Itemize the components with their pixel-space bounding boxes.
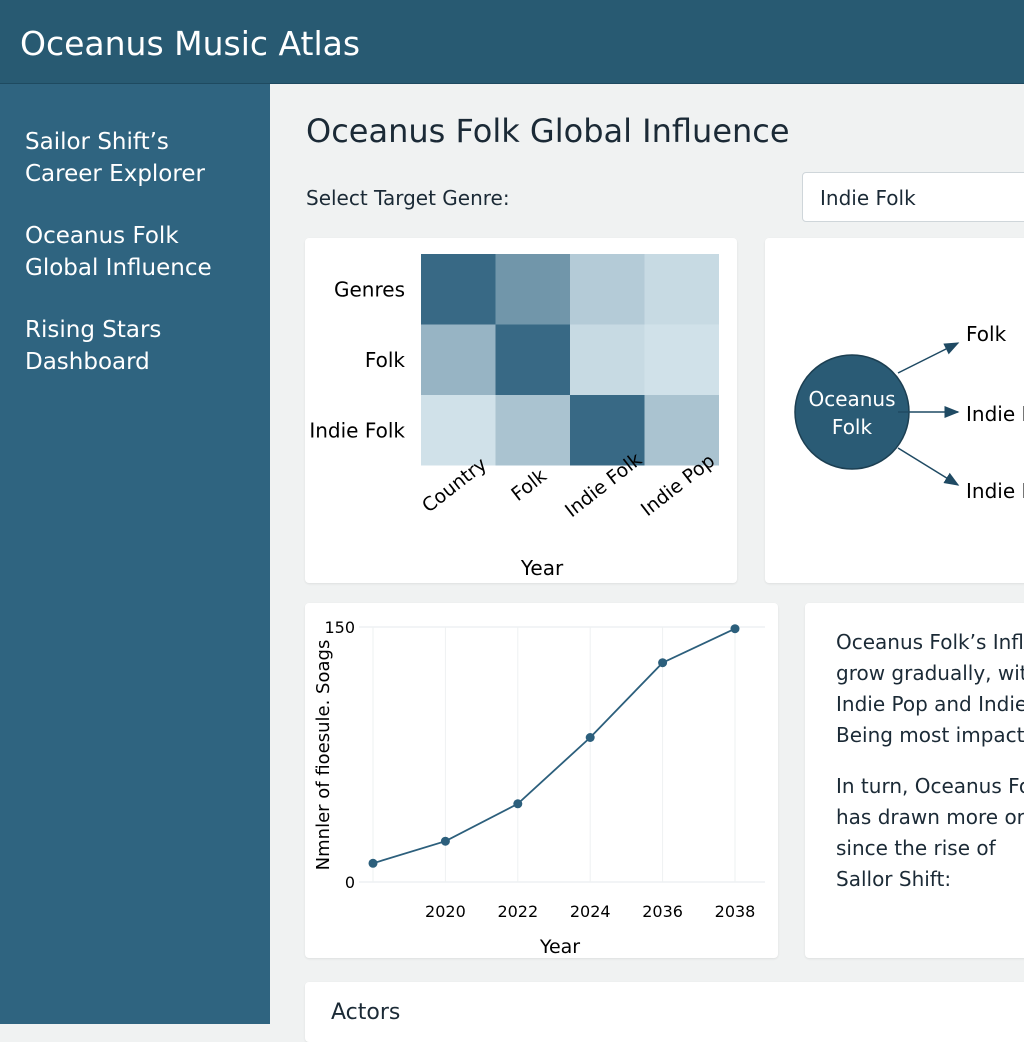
nav-item[interactable]: Oceanus Folk Global Influence [25,223,212,281]
edge [897,447,960,486]
line-chart: 0 150 2020 2022 2024 2036 2038 Year Nmnler of fi… [313,618,765,958]
heat-cell [421,254,496,325]
heat-cell [495,254,570,325]
heatmap-card: Genres Folk Indie Folk Country Folk Indie Fol… [305,238,737,583]
page-title: Oceanus Folk Global Influence [306,112,790,150]
heat-cell [495,324,570,395]
target-label: Indie Folk [966,402,1024,426]
line [372,627,736,865]
genre-select[interactable]: Indie Folk [802,172,1024,222]
select-label: Select Target Genre: [306,186,510,210]
x-tick-label: 2038 [715,902,756,921]
text-line: Sallor Shift: [836,867,952,891]
source-node [794,354,910,470]
target-label: Folk [966,322,1007,346]
heat-cell [495,395,570,466]
point [585,733,595,742]
paragraph: In turn, Oceanus Fo has drawn more or sinc… [836,771,1024,895]
actors-card: Actors [305,982,1024,1042]
point [730,624,740,634]
y-tick-label: 150 [324,618,355,637]
header: Oceanus Music Atlas [0,0,1024,84]
source-label: Oceanus Folk [808,387,895,439]
y-tick-label: 0 [345,873,355,892]
heat-cell [644,324,719,395]
target-label: Indie Pop [966,479,1024,503]
point [658,658,668,668]
app-title: Oceanus Music Atlas [20,24,361,63]
select-value: Indie Folk [820,186,916,210]
heat-cell [421,324,496,395]
row-label: Genres [334,277,405,301]
text-line: In turn, Oceanus Fo [836,774,1024,798]
nav-item[interactable]: Rising Stars Dashboard [25,317,162,375]
text-line: since the rise of [836,836,996,860]
heat-cell [570,324,645,395]
text-panel: Oceanus Folk’s Infl grow gradually, wit In… [836,627,1024,895]
nav-item[interactable]: Sailor Shift’s Career Explorer [25,129,205,187]
y-axis-label: Nmnler of fioesule. Soags [313,640,334,871]
point [440,836,450,846]
heat-cell [570,254,645,325]
text-line: grow gradually, wit [836,661,1024,685]
x-tick-label: 2036 [642,902,683,921]
point [513,799,523,809]
edge [897,342,960,374]
column-label: Folk [507,465,551,506]
sidebar: Sailor Shift’s Career Explorer Oceanus F… [0,84,270,1024]
x-tick-label: 2022 [497,902,538,921]
x-tick-label: 2024 [570,902,611,921]
text-card: Oceanus Folk’s Infl grow gradually, wit In… [805,603,1024,958]
text-line: has drawn more or [836,805,1024,829]
line-card: 0 150 2020 2022 2024 2036 2038 Year Nmnler of fi… [305,603,778,958]
text-line: Oceanus Folk’s Infl [836,630,1024,654]
heat-cell [570,395,645,466]
x-axis-label: Year [539,936,580,958]
section-title: Actors [331,1000,401,1025]
x-tick-label: 2020 [425,902,466,921]
paragraph: Oceanus Folk’s Infl grow gradually, wit In… [836,627,1024,751]
text-line: Being most impacte [836,723,1024,747]
row-label: Folk [365,348,406,372]
point [368,858,378,868]
heat-cell [644,395,719,466]
row-label: Indie Folk [309,418,405,442]
heat-cell [644,254,719,325]
text-line: Indie Pop and Indie [836,692,1024,716]
axis-label: Year [520,556,564,580]
heat-cell [421,395,496,466]
